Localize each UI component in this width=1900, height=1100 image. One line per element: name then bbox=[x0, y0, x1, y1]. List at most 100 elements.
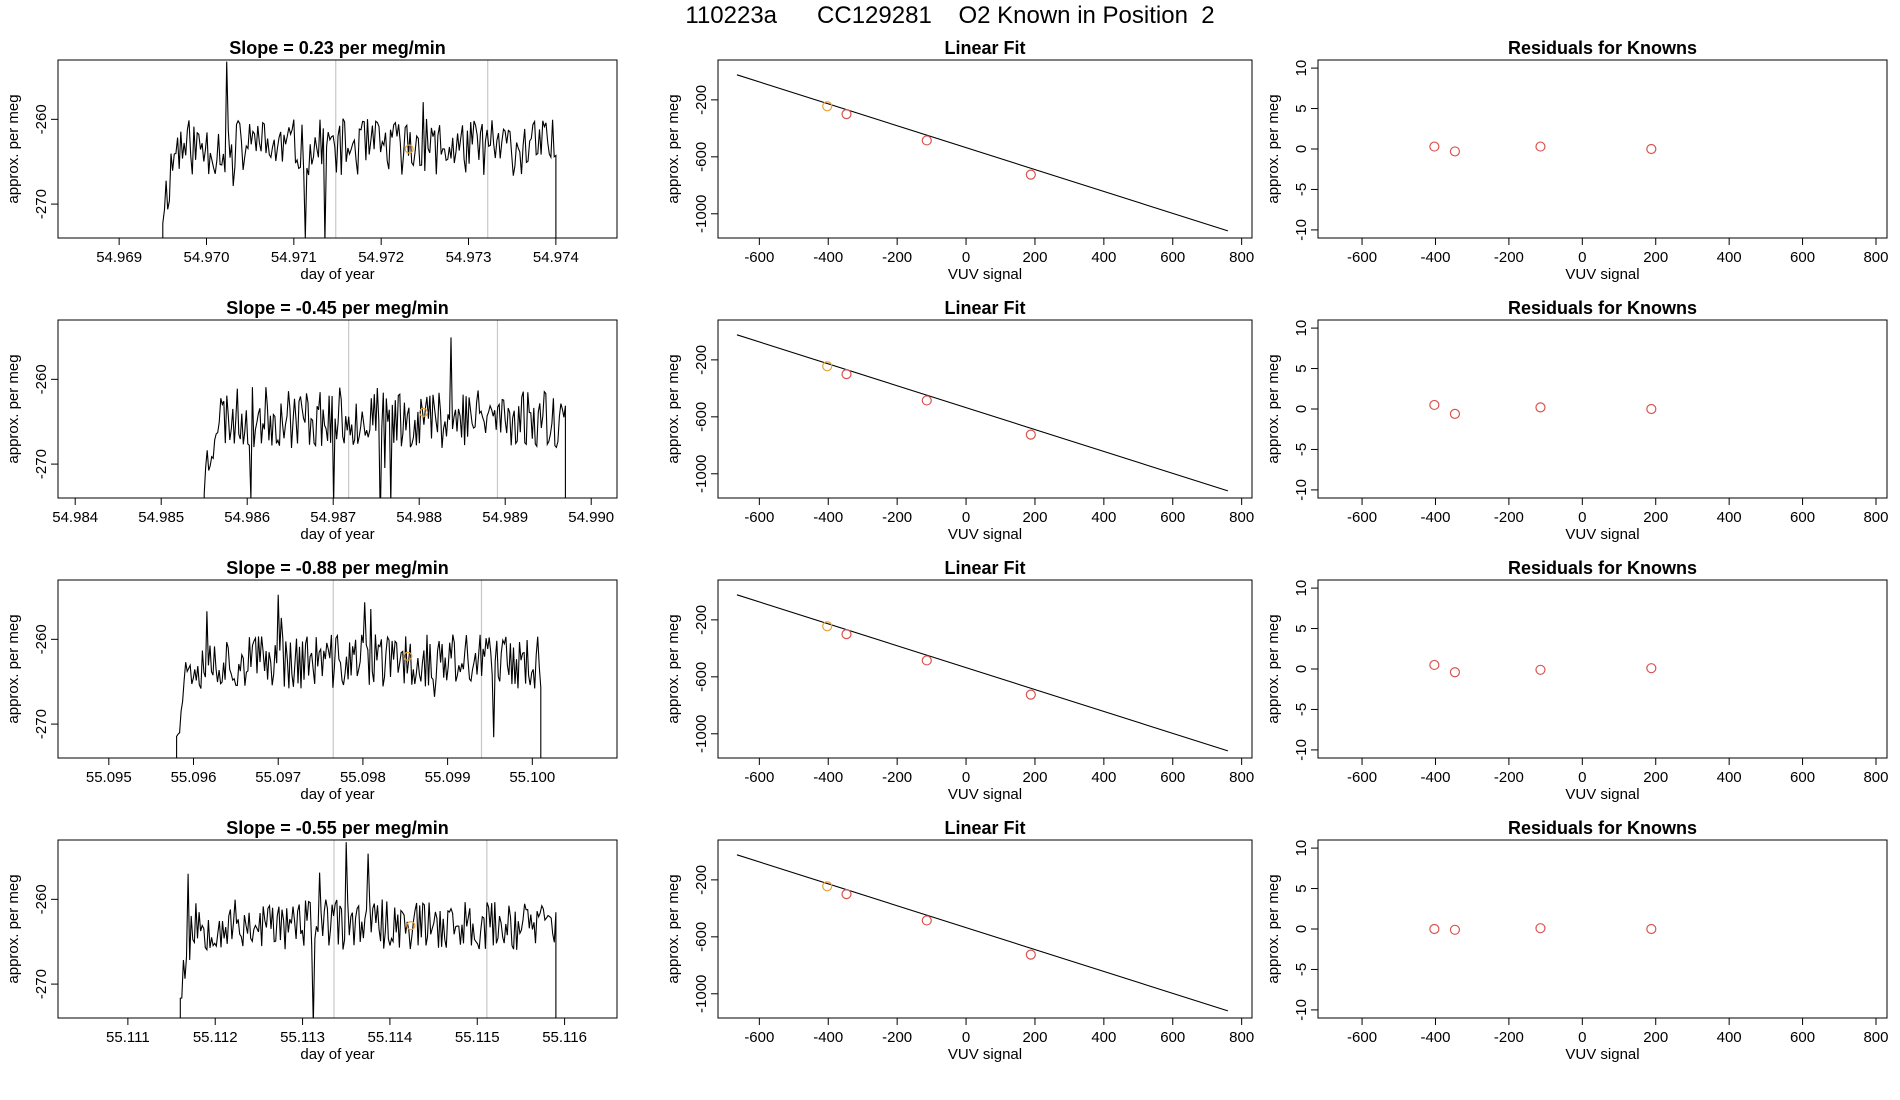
x-tick-label: 600 bbox=[1790, 769, 1815, 786]
x-tick-label: 200 bbox=[1022, 509, 1047, 526]
x-tick-label: 54.970 bbox=[184, 249, 230, 266]
y-tick-label: 5 bbox=[1293, 364, 1310, 372]
x-tick-label: 800 bbox=[1229, 509, 1254, 526]
panel-title: Residuals for Knowns bbox=[1508, 298, 1697, 318]
y-tick-label: 5 bbox=[1293, 624, 1310, 632]
data-point bbox=[1646, 403, 1657, 415]
fit-line bbox=[736, 74, 1229, 232]
plot-area bbox=[162, 60, 557, 238]
x-tick-label: 55.114 bbox=[368, 1029, 413, 1046]
x-tick-label: 800 bbox=[1229, 769, 1254, 786]
plot-area bbox=[176, 580, 542, 758]
x-tick-label: -400 bbox=[813, 509, 843, 526]
plot-area bbox=[1429, 659, 1657, 678]
y-tick-label: -200 bbox=[693, 85, 710, 115]
x-tick-label: 200 bbox=[1643, 1029, 1668, 1046]
x-tick-label: 54.987 bbox=[310, 509, 356, 526]
x-tick-label: -200 bbox=[882, 509, 912, 526]
y-tick-label: 5 bbox=[1293, 884, 1310, 892]
y-tick-label: -270 bbox=[33, 189, 50, 219]
data-point bbox=[1535, 402, 1546, 413]
plot-area bbox=[179, 840, 557, 1018]
panel-title: Residuals for Knowns bbox=[1508, 38, 1697, 58]
y-tick-label: -600 bbox=[693, 142, 710, 172]
x-axis-label: VUV signal bbox=[948, 786, 1022, 803]
y-tick-label: 10 bbox=[1293, 840, 1310, 857]
plot-area bbox=[736, 334, 1229, 492]
x-tick-label: -400 bbox=[813, 769, 843, 786]
plot-frame bbox=[1317, 59, 1888, 239]
y-tick-label: -260 bbox=[33, 364, 50, 394]
y-tick-label: 0 bbox=[1293, 145, 1310, 153]
y-tick-label: -1000 bbox=[693, 195, 710, 233]
y-tick-label: 10 bbox=[1293, 320, 1310, 337]
x-tick-label: 800 bbox=[1229, 1029, 1254, 1046]
x-tick-label: -200 bbox=[1494, 1029, 1524, 1046]
x-tick-label: -600 bbox=[1347, 1029, 1377, 1046]
x-tick-label: 600 bbox=[1160, 1029, 1185, 1046]
series-line bbox=[179, 842, 557, 1018]
panel-3-3: Residuals for Knowns -600 -400 -200 0 200 400 6… bbox=[1265, 558, 1889, 803]
x-tick-label: 800 bbox=[1863, 1029, 1888, 1046]
y-tick-label: -10 bbox=[1293, 219, 1310, 241]
data-point bbox=[1429, 141, 1440, 152]
panel-title: Residuals for Knowns bbox=[1508, 818, 1697, 838]
x-tick-label: -400 bbox=[1420, 509, 1450, 526]
plot-area bbox=[203, 320, 566, 498]
data-point bbox=[1449, 408, 1461, 419]
y-tick-label: -5 bbox=[1293, 183, 1310, 196]
plot-frame bbox=[57, 319, 618, 499]
x-tick-label: 0 bbox=[1578, 769, 1586, 786]
data-point bbox=[1449, 146, 1461, 157]
data-point bbox=[1449, 924, 1461, 935]
x-tick-label: 54.985 bbox=[138, 509, 184, 526]
x-tick-label: 55.097 bbox=[255, 769, 301, 786]
x-tick-label: -600 bbox=[744, 249, 774, 266]
y-tick-label: -600 bbox=[693, 922, 710, 952]
x-axis-label: day of year bbox=[300, 526, 374, 543]
x-tick-label: 400 bbox=[1091, 509, 1116, 526]
x-tick-label: 200 bbox=[1643, 769, 1668, 786]
series-line bbox=[203, 337, 566, 498]
y-axis-label: approx. per meg bbox=[1265, 614, 1282, 723]
x-tick-label: 55.112 bbox=[193, 1029, 238, 1046]
plot-frame bbox=[57, 579, 618, 759]
x-tick-label: -200 bbox=[882, 769, 912, 786]
y-tick-label: -260 bbox=[33, 624, 50, 654]
panel-2-1: Slope = -0.45 per meg/min 54.984 54.985 54.… bbox=[5, 298, 618, 543]
y-axis-label: approx. per meg bbox=[5, 94, 22, 203]
x-axis-label: day of year bbox=[300, 1046, 374, 1063]
x-tick-label: 800 bbox=[1863, 249, 1888, 266]
y-axis-label: approx. per meg bbox=[5, 614, 22, 723]
y-axis-label: approx. per meg bbox=[5, 354, 22, 463]
data-point bbox=[1025, 689, 1036, 700]
x-tick-label: 200 bbox=[1022, 769, 1047, 786]
plot-frame bbox=[717, 579, 1253, 759]
fit-line bbox=[736, 334, 1229, 492]
data-point bbox=[1535, 141, 1546, 152]
plot-area bbox=[736, 854, 1229, 1012]
x-tick-label: 55.115 bbox=[455, 1029, 500, 1046]
y-tick-label: -270 bbox=[33, 449, 50, 479]
data-point bbox=[1429, 659, 1440, 671]
x-tick-label: 54.972 bbox=[358, 249, 404, 266]
x-tick-label: 55.113 bbox=[280, 1029, 325, 1046]
panel-2-2: Linear Fit -600 -400 -200 0 200 400 600 800 -200 -… bbox=[665, 298, 1254, 543]
panel-2-3: Residuals for Knowns -600 -400 -200 0 200 400 6… bbox=[1265, 298, 1889, 543]
x-tick-label: 0 bbox=[962, 769, 970, 786]
y-tick-label: -10 bbox=[1293, 999, 1310, 1021]
panel-title: Residuals for Knowns bbox=[1508, 558, 1697, 578]
y-tick-label: -600 bbox=[693, 662, 710, 692]
plot-frame bbox=[717, 59, 1253, 239]
x-tick-label: 55.100 bbox=[509, 769, 555, 786]
data-point bbox=[841, 629, 852, 640]
x-tick-label: 400 bbox=[1717, 509, 1742, 526]
data-point bbox=[1025, 429, 1036, 440]
x-tick-label: 200 bbox=[1022, 249, 1047, 266]
plot-area bbox=[736, 74, 1229, 232]
data-point bbox=[1429, 923, 1440, 935]
x-tick-label: 600 bbox=[1790, 1029, 1815, 1046]
x-tick-label: 0 bbox=[962, 249, 970, 266]
x-tick-label: 55.099 bbox=[425, 769, 471, 786]
y-tick-label: 10 bbox=[1293, 60, 1310, 77]
